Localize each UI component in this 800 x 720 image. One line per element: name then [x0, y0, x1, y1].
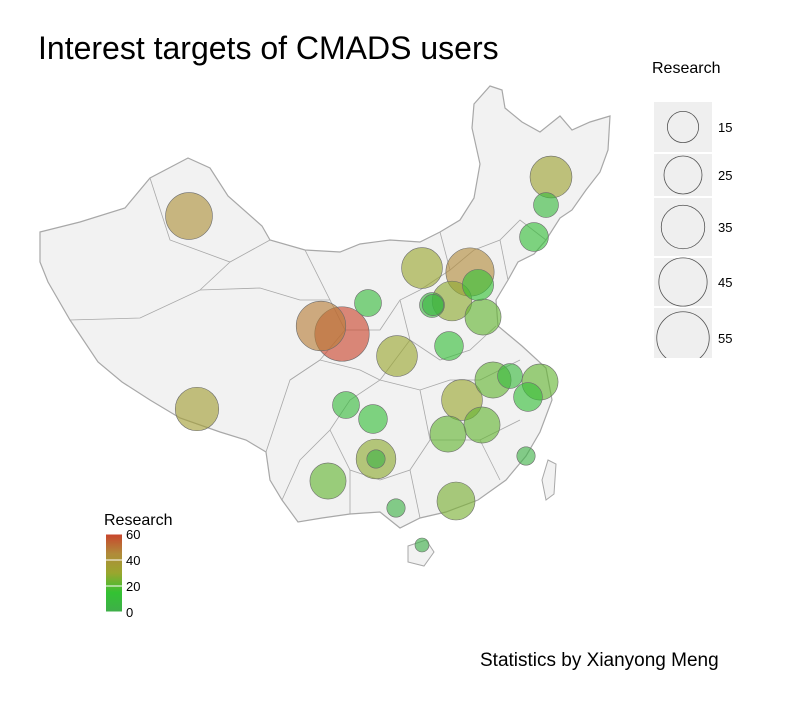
- color-legend-label-60: 60: [126, 530, 140, 542]
- province-border-2: [199, 261, 231, 291]
- color-legend-label-40: 40: [126, 553, 140, 568]
- bubble-chongqing[interactable]: [332, 391, 360, 419]
- credit-text: Statistics by Xianyong Meng: [480, 650, 719, 671]
- bubble-guangxi[interactable]: [386, 498, 406, 518]
- size-legend: Research 15 25 35 45 55: [652, 60, 772, 368]
- province-border-13: [479, 439, 501, 481]
- size-legend-key-55: [654, 308, 712, 368]
- size-legend-label-45: 45: [718, 275, 732, 290]
- size-legend-title: Research: [652, 60, 721, 77]
- bubble-jilin[interactable]: [533, 192, 559, 218]
- size-legend-label-25: 25: [718, 168, 732, 183]
- size-legend-circle-15: [666, 110, 700, 144]
- bubble-shandong[interactable]: [464, 298, 502, 336]
- taiwan-island: [541, 459, 557, 501]
- province-border-17: [499, 239, 509, 281]
- size-legend-label-15: 15: [718, 120, 732, 135]
- bubble-shanxi[interactable]: [421, 293, 445, 317]
- size-legend-circle-35: [660, 204, 706, 250]
- province-border-0: [149, 177, 271, 263]
- size-legend-label-55: 55: [718, 331, 732, 346]
- province-border-12: [409, 469, 421, 519]
- bubble-fujian[interactable]: [516, 446, 536, 466]
- bubble-layer: [165, 155, 573, 553]
- size-legend-key-15: [654, 102, 712, 152]
- size-legend-key-35: [654, 198, 712, 256]
- bubble-ningxia[interactable]: [354, 289, 382, 317]
- color-legend: Research 0 20 40 60: [104, 512, 184, 635]
- size-legend-key-25: [654, 154, 712, 196]
- bubble-yunnan[interactable]: [436, 481, 476, 521]
- bubble-hunan[interactable]: [429, 415, 467, 453]
- bubble-liaoning[interactable]: [519, 222, 549, 252]
- bubble-hubei[interactable]: [463, 406, 501, 444]
- bubble-tibet[interactable]: [174, 386, 220, 432]
- province-border-15: [289, 359, 381, 381]
- bubble-tianjin[interactable]: [462, 269, 494, 301]
- bubble-henan[interactable]: [434, 331, 464, 361]
- color-legend-bar: [106, 534, 122, 612]
- size-legend-key-45: [654, 258, 712, 306]
- size-legend-circle-45: [658, 257, 708, 307]
- bubble-guizhou[interactable]: [358, 404, 388, 434]
- bubble-xinjiang[interactable]: [165, 192, 213, 240]
- bubble-shanghai[interactable]: [497, 363, 523, 389]
- bubble-jiangxi[interactable]: [309, 462, 347, 500]
- bubble-zhejiang[interactable]: [513, 382, 543, 412]
- color-legend-label-20: 20: [126, 579, 140, 594]
- province-border-4: [304, 249, 331, 301]
- size-legend-label-35: 35: [718, 220, 732, 235]
- bubble-heilongjiang[interactable]: [529, 155, 573, 199]
- size-legend-circle-25: [663, 155, 703, 195]
- bubble-sichuan[interactable]: [376, 335, 418, 377]
- bubble-hainan[interactable]: [414, 537, 430, 553]
- province-border-10: [329, 389, 431, 481]
- map-title: Interest targets of CMADS users: [38, 30, 499, 66]
- color-legend-title: Research: [104, 512, 173, 529]
- bubble-inner-mongolia[interactable]: [401, 247, 443, 289]
- bubble-qinghai[interactable]: [295, 300, 347, 352]
- province-border-7: [399, 299, 497, 361]
- color-legend-label-0: 0: [126, 605, 133, 620]
- bubble-chongqing-2[interactable]: [366, 449, 386, 469]
